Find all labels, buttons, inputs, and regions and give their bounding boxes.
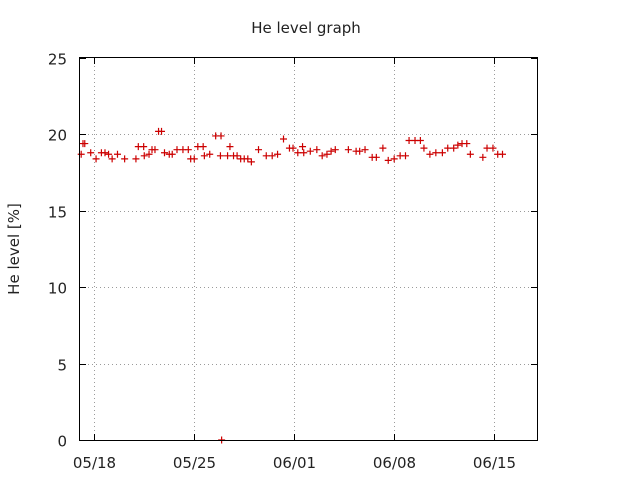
data-point	[140, 152, 148, 160]
data-point	[300, 149, 308, 157]
data-point	[140, 143, 148, 151]
y-axis-label: He level [%]	[5, 203, 23, 295]
x-tick-label: 05/25	[173, 454, 216, 472]
x-tick-label: 06/15	[473, 454, 516, 472]
data-point	[145, 150, 153, 158]
x-tick-label: 05/18	[73, 454, 116, 472]
data-point	[361, 146, 369, 154]
data-point	[173, 146, 181, 154]
data-point	[405, 137, 413, 145]
data-point	[450, 144, 458, 152]
y-tick-label: 15	[48, 204, 67, 222]
y-tick-label: 0	[57, 433, 67, 451]
data-point	[81, 140, 89, 148]
data-point	[432, 149, 440, 157]
data-point	[121, 155, 129, 163]
data-point	[184, 146, 192, 154]
data-point	[356, 147, 364, 155]
tick-labels: 0 5 10 15 20 25 05/18 05/25 06/01 06/08 06/15	[48, 51, 516, 473]
data-point	[372, 153, 380, 161]
grid-lines	[80, 58, 537, 440]
data-point	[92, 155, 100, 163]
data-point	[247, 158, 255, 166]
data-point	[77, 150, 85, 158]
data-point	[289, 144, 297, 152]
axis-ticks	[80, 58, 537, 441]
data-point	[274, 150, 282, 158]
data-point	[105, 150, 113, 158]
data-point	[323, 150, 331, 158]
data-point	[466, 150, 474, 158]
data-point	[331, 146, 339, 154]
data-point	[463, 140, 471, 148]
data-point	[344, 146, 352, 154]
data-point	[217, 132, 225, 140]
data-point	[420, 144, 428, 152]
data-point	[132, 155, 140, 163]
data-point	[318, 152, 326, 160]
plot-frame	[79, 57, 538, 441]
data-point	[454, 141, 462, 149]
data-points	[77, 127, 506, 444]
data-point	[444, 144, 452, 152]
data-point	[390, 155, 398, 163]
data-point	[200, 152, 208, 160]
data-point	[483, 144, 491, 152]
data-point	[113, 150, 121, 158]
data-point	[168, 150, 176, 158]
data-point	[268, 152, 276, 160]
data-point	[479, 153, 487, 161]
data-point	[226, 143, 234, 151]
y-tick-label: 5	[57, 357, 67, 375]
data-point	[498, 150, 506, 158]
data-point	[233, 152, 241, 160]
data-point	[313, 146, 321, 154]
data-point	[280, 135, 288, 143]
data-point	[160, 149, 168, 157]
data-point	[244, 155, 252, 163]
x-tick-label: 06/08	[373, 454, 416, 472]
data-point	[401, 152, 409, 160]
y-tick-label: 25	[48, 51, 67, 69]
data-point	[199, 143, 207, 151]
data-point	[306, 147, 314, 155]
data-point	[426, 150, 434, 158]
x-tick-label: 06/01	[273, 454, 316, 472]
data-point	[216, 152, 224, 160]
y-tick-label: 10	[48, 280, 67, 298]
y-tick-label: 20	[48, 127, 67, 145]
data-point	[87, 149, 95, 157]
data-point	[438, 149, 446, 157]
data-point	[108, 155, 116, 163]
data-point	[379, 144, 387, 152]
data-point	[416, 137, 424, 145]
data-point	[262, 152, 270, 160]
data-point	[489, 144, 497, 152]
chart-title: He level graph	[251, 19, 361, 37]
data-point	[384, 156, 392, 164]
data-point	[255, 146, 263, 154]
data-point	[294, 149, 302, 157]
data-point	[299, 143, 307, 151]
data-point	[224, 152, 232, 160]
data-point	[327, 147, 335, 155]
data-point	[101, 149, 109, 157]
data-point	[206, 150, 214, 158]
data-point	[190, 155, 198, 163]
data-point	[158, 127, 166, 135]
data-point	[151, 146, 159, 154]
